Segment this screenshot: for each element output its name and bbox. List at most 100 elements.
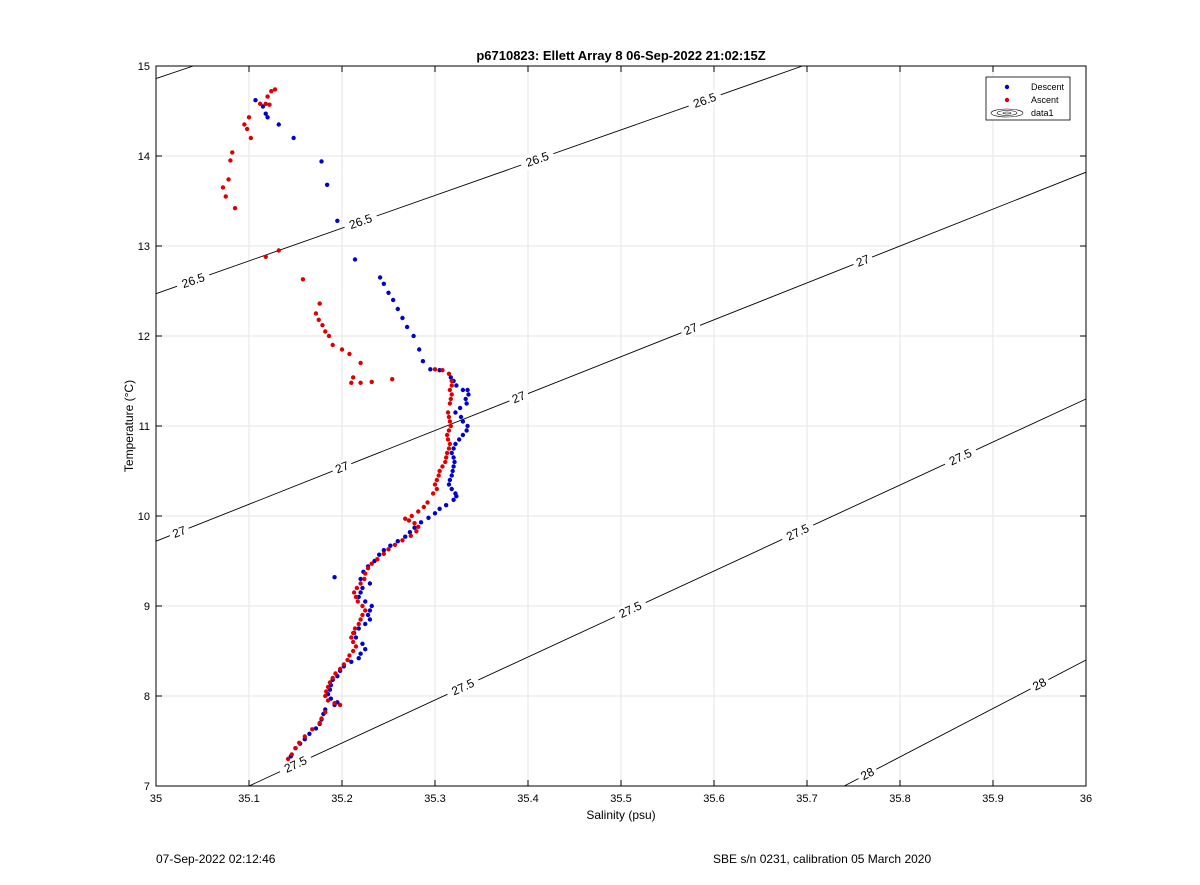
descent-point <box>369 603 374 609</box>
ascent-point <box>356 621 361 627</box>
ascent-point <box>440 368 445 373</box>
ascent-point <box>316 317 321 322</box>
ascent-point <box>337 666 343 672</box>
descent-point <box>381 548 387 553</box>
descent-point <box>332 575 337 580</box>
ascent-point <box>302 734 307 739</box>
ascent-point <box>244 126 250 132</box>
descent-point <box>400 315 405 321</box>
contour-label-mask <box>850 250 875 271</box>
legend-box <box>985 76 1071 121</box>
descent-point <box>452 459 457 465</box>
ascent-point <box>345 657 350 663</box>
ascent-point <box>353 594 359 600</box>
descent-point <box>437 506 442 511</box>
ascent-point <box>323 689 329 694</box>
x-tick-label: 35 <box>150 793 162 805</box>
legend-descent-label: Descent <box>1031 82 1065 92</box>
ascent-point <box>449 383 454 388</box>
ascent-point <box>351 590 357 595</box>
descent-point <box>307 731 312 736</box>
descent-point <box>453 441 458 447</box>
descent-point <box>451 464 456 469</box>
ascent-point <box>448 423 454 429</box>
descent-point <box>395 539 400 544</box>
descent-point <box>363 647 368 652</box>
contour-label-group: 28 <box>855 763 880 785</box>
ascent-point <box>412 521 417 526</box>
contour-label-mask <box>686 88 724 113</box>
y-tick-label: 9 <box>144 601 150 613</box>
contour-label: 27 <box>682 320 700 338</box>
ascent-point <box>349 380 354 385</box>
x-tick-label: 35.4 <box>517 793 538 805</box>
y-tick-label: 13 <box>138 241 150 253</box>
ascent-point <box>440 464 445 469</box>
y-tick-label: 10 <box>138 511 150 523</box>
descent-point <box>464 428 469 433</box>
ascent-point <box>310 727 315 732</box>
ascent-point <box>354 585 360 591</box>
descent-point <box>324 182 330 187</box>
descent-point <box>451 455 456 460</box>
ascent-point <box>326 333 332 339</box>
ascent-point <box>347 351 352 357</box>
descent-point <box>358 651 363 656</box>
contour-label-group: 27 <box>850 250 875 271</box>
contour-label-mask <box>611 596 649 624</box>
descent-point <box>319 159 324 164</box>
x-axis-label: Salinity (psu) <box>586 808 655 822</box>
ascent-point <box>276 248 281 253</box>
descent-point <box>367 617 373 622</box>
descent-point <box>386 290 391 295</box>
descent-point <box>460 387 466 393</box>
grid-lines <box>156 66 1086 786</box>
descent-point <box>411 333 416 339</box>
descent-point <box>381 281 387 286</box>
ascent-point <box>349 635 354 640</box>
ascent-point <box>360 603 365 609</box>
descent-point <box>451 446 456 451</box>
ascent-point <box>232 206 238 211</box>
descent-point <box>453 410 458 415</box>
descent-point <box>352 257 358 262</box>
ascent-point <box>350 375 356 380</box>
ascent-point <box>386 547 391 552</box>
descent-point <box>377 552 382 557</box>
descent-point <box>449 473 454 478</box>
descent-point <box>426 515 431 520</box>
ascent-point <box>446 371 452 376</box>
ascent-point <box>369 379 374 385</box>
descent-point <box>390 297 396 303</box>
descent-point <box>253 98 258 103</box>
ascent-point <box>445 410 451 415</box>
contour-label-group: 27 <box>678 318 703 340</box>
ascent-point <box>375 557 380 562</box>
ascent-point <box>313 311 319 316</box>
ascent-point <box>226 177 231 182</box>
descent-point <box>451 497 456 502</box>
contour-label-mask <box>518 147 556 172</box>
contour-label-mask <box>330 457 354 478</box>
descent-point <box>448 375 454 380</box>
ascent-point <box>447 387 453 393</box>
contour-label-mask <box>942 443 979 471</box>
ascent-point <box>448 396 454 402</box>
ascent-point <box>330 675 335 681</box>
legend: Descent Ascent data1 <box>985 76 1071 121</box>
ascent-point <box>339 347 345 352</box>
descent-point <box>443 503 449 508</box>
ascent-point <box>434 486 440 492</box>
x-axis-ticks: 35 35.1 35.2 35.3 35.4 35.5 35.6 35.7 35.8 35.9 36 <box>150 66 1092 805</box>
y-tick-label: 7 <box>144 781 150 793</box>
ascent-point <box>369 561 374 566</box>
y-tick-label: 15 <box>138 61 150 73</box>
descent-point <box>432 511 438 516</box>
contour-label-mask <box>342 209 379 234</box>
descent-point <box>463 396 468 402</box>
ascent-point <box>267 102 272 107</box>
ascent-point <box>332 701 337 706</box>
ascent-point <box>358 581 363 586</box>
ascent-point <box>444 450 450 456</box>
ascent-point <box>363 571 368 576</box>
